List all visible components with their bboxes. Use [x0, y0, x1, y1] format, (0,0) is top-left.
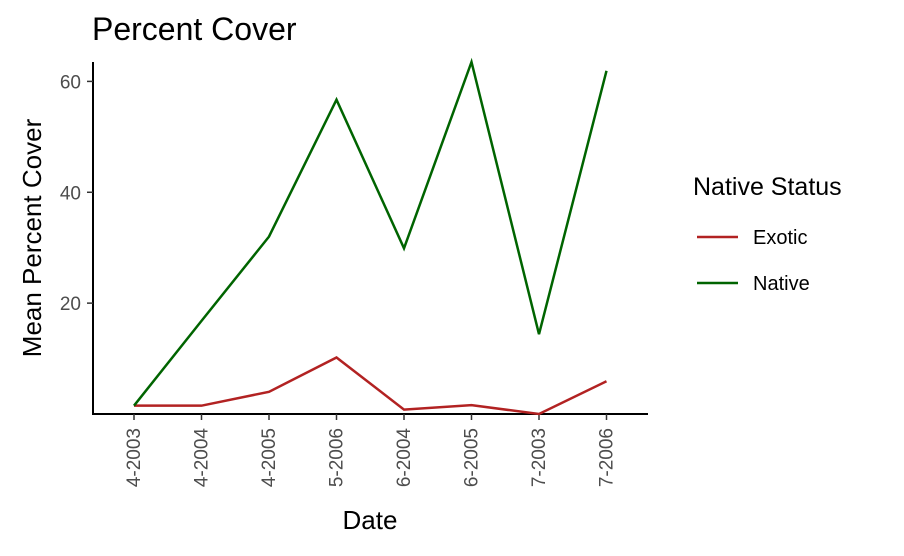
y-tick-label: 60	[60, 72, 81, 93]
series-layer	[133, 57, 608, 416]
series-line-exotic	[134, 355, 608, 416]
legend-label-exotic: Exotic	[753, 227, 807, 249]
x-tick-label: 6-2005	[462, 428, 483, 487]
x-tick-label: 5-2006	[327, 428, 348, 487]
x-tick-label: 7-2006	[597, 428, 618, 487]
x-axis-title: Date	[343, 505, 398, 535]
chart-title: Percent Cover	[92, 11, 297, 47]
x-tick-label: 6-2004	[394, 428, 415, 488]
legend: Native Status Exotic Native	[693, 173, 842, 295]
x-axis-ticks: 4-2003 4-2004 4-2005 5-2006 6-2004 6-2005 7-20…	[124, 414, 618, 487]
legend-title: Native Status	[693, 173, 842, 201]
x-tick-label: 4-2003	[124, 428, 145, 487]
y-axis-ticks: 20 40 60	[60, 72, 93, 315]
x-tick-label: 4-2004	[192, 428, 213, 488]
series-line-native	[133, 57, 608, 407]
legend-label-native: Native	[753, 273, 810, 295]
y-tick-label: 40	[60, 183, 81, 204]
x-tick-label: 4-2005	[259, 428, 280, 487]
y-axis-title: Mean Percent Cover	[17, 118, 47, 357]
legend-items: Exotic Native	[697, 227, 810, 295]
y-tick-label: 20	[60, 294, 81, 315]
x-tick-label: 7-2003	[529, 428, 550, 487]
